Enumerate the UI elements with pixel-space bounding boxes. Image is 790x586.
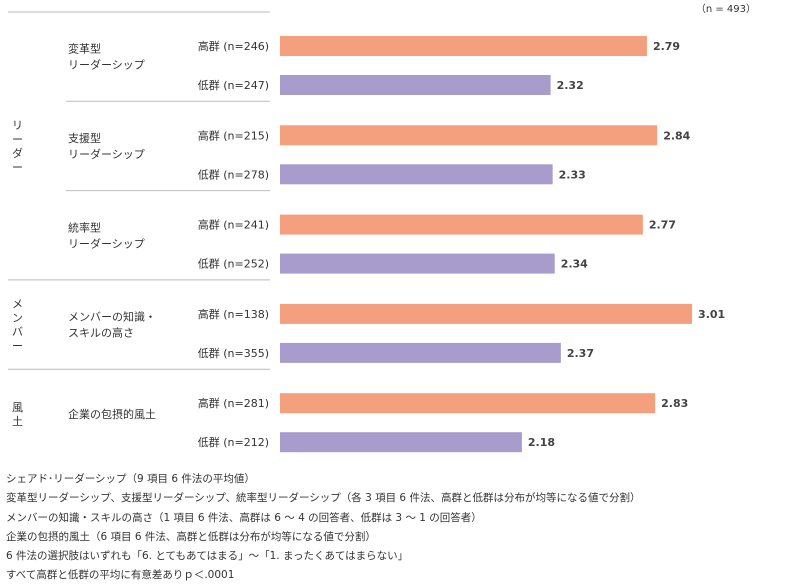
bar-value-label: 3.01 <box>698 308 725 321</box>
bar-category-label: 低群 (n=355) <box>198 346 269 360</box>
bar-value-label: 2.33 <box>559 168 586 181</box>
bar-low <box>280 253 555 274</box>
bar-high <box>280 125 658 146</box>
item-label: 統率型 <box>68 220 101 234</box>
group-label: ダ <box>12 146 23 160</box>
notes: シェアド･リーダーシップ（9 項目 6 件法の平均値） 変革型リーダーシップ、支… <box>6 470 640 586</box>
item-label: リーダーシップ <box>68 147 145 161</box>
note-line: 企業の包摂的風土（6 項目 6 件法、高群と低群は分布が均等になる値で分割） <box>6 530 376 543</box>
item-label: スキルの高さ <box>68 326 134 340</box>
note-line: すべて高群と低群の平均に有意差ありｐ＜.0001 <box>6 569 235 582</box>
group-label: 風 <box>12 401 23 414</box>
note-line: メンバーの知識・スキルの高さ（1 項目 6 件法、高群は 6 ～ 4 の回答者、… <box>6 511 482 524</box>
item-label: 企業の包摂的風土 <box>68 407 156 421</box>
bar-value-label: 2.79 <box>653 40 680 53</box>
item-label: 支援型 <box>68 131 101 145</box>
bar-value-label: 2.34 <box>561 258 588 271</box>
bar-low <box>280 75 551 95</box>
group-label: ー <box>12 340 23 353</box>
bar-value-label: 2.32 <box>557 79 584 92</box>
note-line: シェアド･リーダーシップ（9 項目 6 件法の平均値） <box>6 473 255 485</box>
bar-category-label: 低群 (n=252) <box>198 257 269 271</box>
bar-value-label: 2.18 <box>528 436 555 449</box>
bar-value-label: 2.84 <box>663 129 690 142</box>
bar-value-label: 2.37 <box>567 347 594 360</box>
item-label: メンバーの知識・ <box>68 310 156 324</box>
bar-category-label: 低群 (n=247) <box>198 78 269 92</box>
bar-low <box>280 342 561 363</box>
group-label: ー <box>12 133 23 146</box>
group-label: バ <box>12 326 23 339</box>
bar-high <box>280 36 647 56</box>
group-label: リ <box>12 119 23 132</box>
bar-category-label: 高群 (n=241) <box>198 218 269 232</box>
item-label: リーダーシップ <box>68 58 145 72</box>
bar-high <box>280 303 693 324</box>
bar-category-label: 高群 (n=246) <box>198 39 269 53</box>
bar-category-label: 低群 (n=278) <box>198 167 269 181</box>
bar-low <box>280 432 522 453</box>
bar-category-label: 高群 (n=281) <box>198 396 269 410</box>
note-line: 6 件法の選択肢はいずれも「6. とてもあてはまる」～「1. まったくあてはまら… <box>6 550 409 563</box>
bar-category-label: 高群 (n=215) <box>198 128 269 142</box>
sample-size-label: （n = 493） <box>695 4 756 15</box>
bar-category-label: 低群 (n=212) <box>198 435 269 449</box>
bar-low <box>280 164 553 185</box>
group-label: ー <box>12 161 23 174</box>
bar-category-label: 高群 (n=138) <box>198 307 269 321</box>
bar-value-label: 2.77 <box>649 219 676 232</box>
bar-value-label: 2.83 <box>661 397 688 410</box>
bar-high <box>280 214 643 235</box>
note-line: 変革型リーダーシップ、支援型リーダーシップ、統率型リーダーシップ（各 3 項目 … <box>6 492 641 505</box>
group-label: メ <box>12 298 23 311</box>
group-label: ン <box>12 312 23 325</box>
item-label: リーダーシップ <box>68 236 145 250</box>
item-label: 変革型 <box>68 42 101 56</box>
group-label: 土 <box>12 415 23 428</box>
bar-high <box>280 393 656 414</box>
